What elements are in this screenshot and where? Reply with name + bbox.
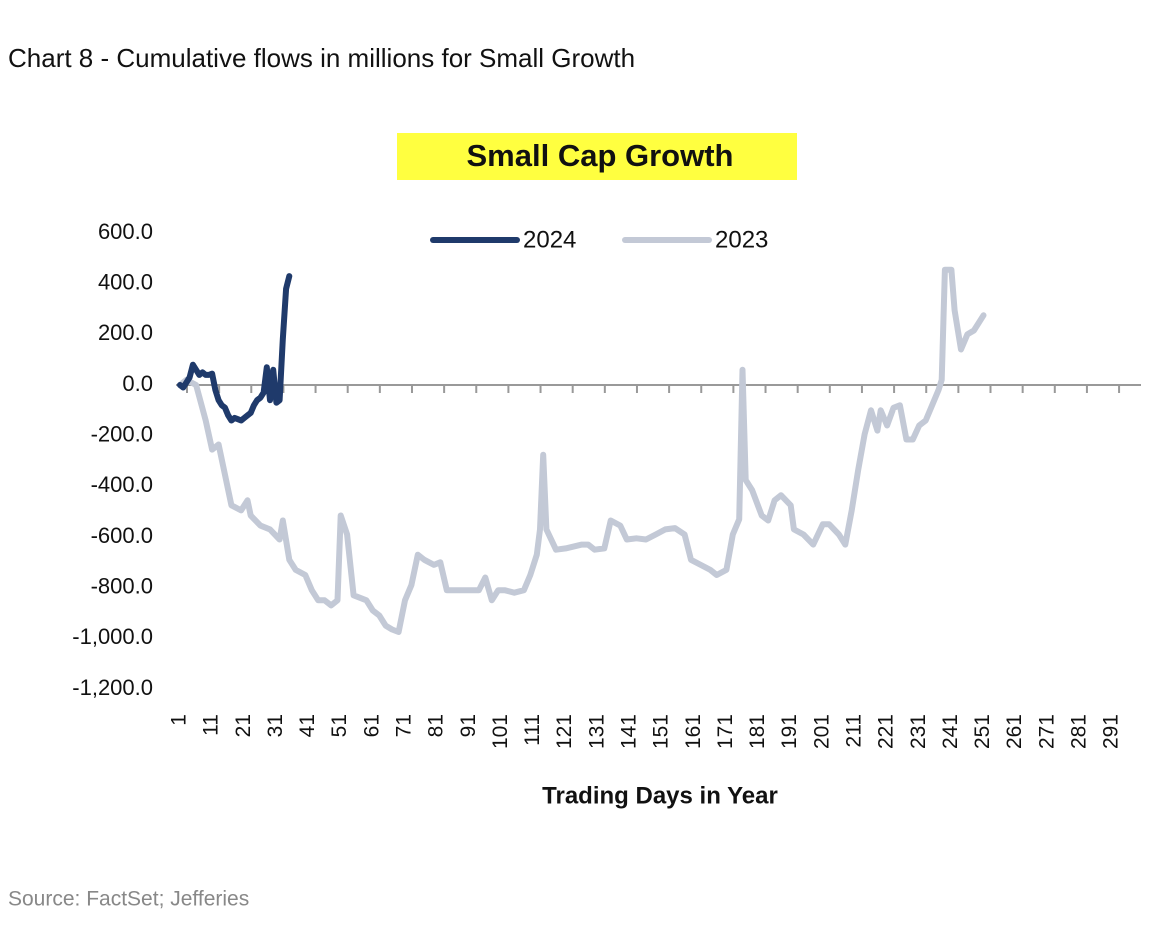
x-tick-label: 131 [585,714,608,749]
x-tick-label: 111 [521,714,544,746]
x-tick-label: 251 [971,714,994,749]
x-tick-label: 181 [746,714,769,749]
x-tick-label: 91 [457,714,480,737]
x-tick-label: 161 [682,714,705,749]
x-tick-label: 81 [425,714,448,737]
x-tick-label: 61 [360,714,383,737]
x-tick-label: 191 [778,714,801,749]
x-tick-label: 271 [1035,714,1058,749]
y-tick-label: 0.0 [122,371,153,396]
y-tick-label: -400.0 [91,472,153,497]
y-tick-label: -1,000.0 [72,624,153,649]
x-tick-label: 261 [1003,714,1026,749]
y-tick-label: -200.0 [91,421,153,446]
y-tick-label: -1,200.0 [72,675,153,700]
x-axis-label: Trading Days in Year [542,782,778,809]
x-tick-label: 51 [328,714,351,737]
x-tick-label: 201 [810,714,833,749]
x-tick-label: 221 [875,714,898,749]
x-tick-label: 1 [168,714,191,726]
chart-header: Chart 8 - Cumulative flows in millions f… [8,43,635,73]
x-tick-label: 41 [296,714,319,737]
x-tick-label: 141 [618,714,641,749]
series-line [177,266,987,635]
title-highlight [397,133,797,180]
legend-label: 2023 [715,226,768,253]
x-tick-label: 281 [1067,714,1090,749]
chart-title: Small Cap Growth [467,138,734,173]
source-note: Source: FactSet; Jefferies [8,888,249,911]
legend-label: 2024 [523,226,576,253]
y-tick-label: 600.0 [98,219,153,244]
x-tick-label: 241 [939,714,962,749]
y-tick-label: -600.0 [91,523,153,548]
x-tick-label: 31 [264,714,287,737]
x-tick-label: 11 [200,714,223,736]
y-tick-label: 200.0 [98,320,153,345]
x-tick-label: 291 [1100,714,1123,749]
x-tick-label: 71 [393,714,416,737]
x-tick-label: 121 [553,714,576,749]
x-tick-label: 171 [714,714,737,749]
series-line [177,273,293,424]
x-tick-label: 101 [489,714,512,749]
y-tick-label: 400.0 [98,269,153,294]
x-tick-label: 151 [650,714,673,749]
y-tick-label: -800.0 [91,573,153,598]
x-tick-label: 211 [842,714,865,747]
x-tick-label: 231 [907,714,930,749]
x-tick-label: 21 [232,714,255,737]
